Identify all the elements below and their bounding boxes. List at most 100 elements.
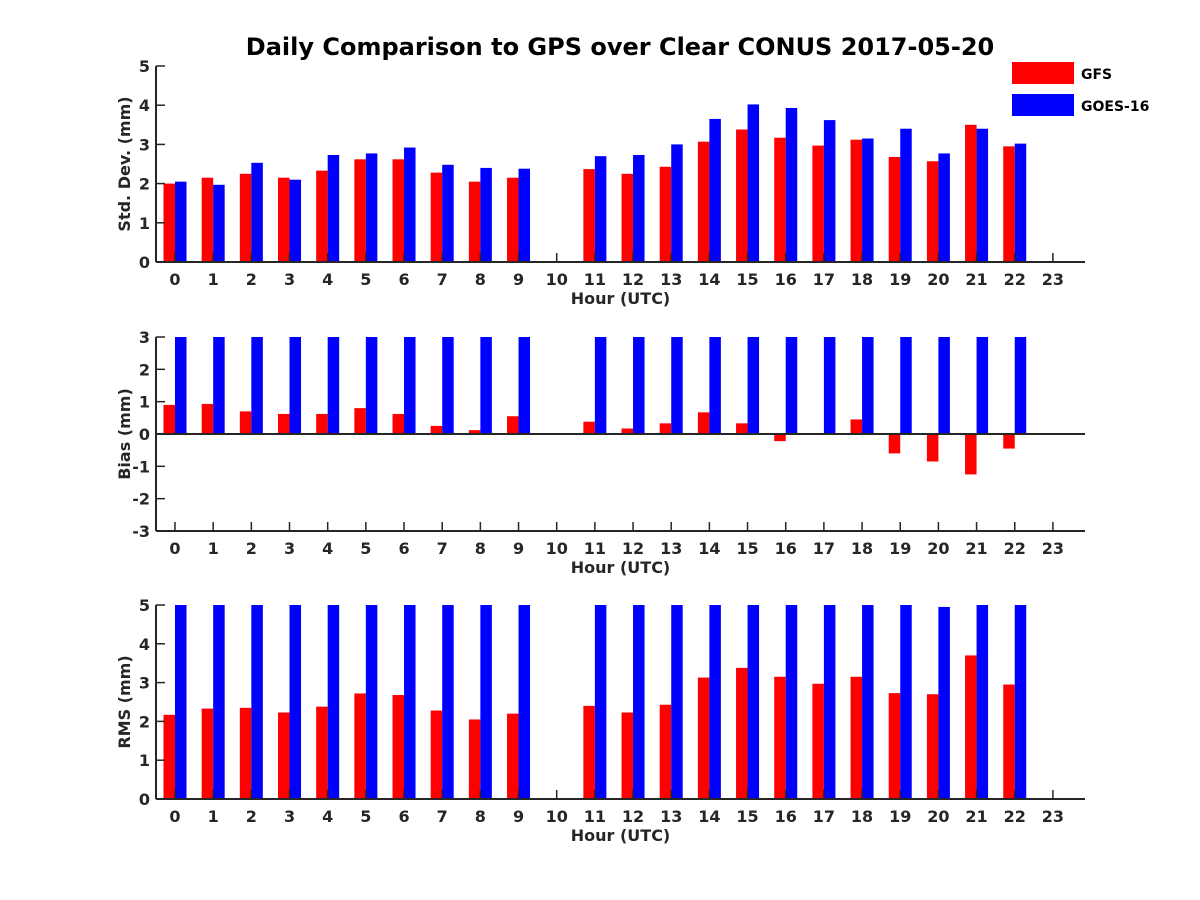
y-tick-label: 0 — [139, 253, 150, 272]
y-tick-label: -3 — [132, 522, 150, 541]
bar-gfs-hour-4 — [316, 706, 328, 799]
bar-gfs-hour-17 — [812, 145, 824, 262]
bar-gfs-hour-7 — [430, 172, 443, 262]
bar-gfs-hour-1 — [201, 708, 214, 799]
bar-gfs-hour-3 — [278, 413, 290, 434]
x-tick-label: 10 — [546, 270, 568, 289]
bar-gfs-hour-5 — [354, 693, 366, 799]
bar-gfs-hour-9 — [507, 416, 519, 434]
x-tick-label: 3 — [284, 539, 295, 558]
x-tick-label: 7 — [437, 807, 448, 826]
bar-goes-16-hour-9 — [518, 168, 531, 262]
bar-goes-16-hour-20 — [938, 606, 950, 799]
x-tick-label: 2 — [246, 270, 257, 289]
bar-goes-16-hour-22 — [1014, 143, 1027, 262]
y-tick-label: 1 — [139, 214, 150, 233]
bar-goes-16-hour-7 — [442, 164, 454, 262]
bar-goes-16-hour-21 — [976, 605, 989, 799]
x-tick-label: 8 — [475, 807, 486, 826]
bar-goes-16-hour-17 — [823, 337, 836, 434]
bar-gfs-hour-13 — [659, 704, 672, 799]
bar-gfs-hour-20 — [926, 434, 939, 462]
legend-label-goes16: GOES-16 — [1081, 99, 1149, 115]
bar-goes-16-hour-11 — [594, 337, 607, 434]
x-tick-label: 12 — [622, 807, 644, 826]
bar-gfs-hour-0 — [163, 404, 175, 434]
bar-gfs-hour-11 — [583, 421, 595, 434]
bar-goes-16-hour-13 — [671, 144, 683, 262]
bar-gfs-hour-20 — [926, 161, 939, 262]
bar-gfs-hour-20 — [926, 694, 939, 799]
bar-gfs-hour-18 — [850, 419, 863, 434]
bar-goes-16-hour-0 — [175, 181, 187, 262]
bar-goes-16-hour-6 — [404, 337, 416, 434]
y-tick-label: 2 — [139, 360, 150, 379]
y-axis-label: RMS (mm) — [115, 655, 134, 748]
x-tick-label: 4 — [322, 270, 333, 289]
bar-gfs-hour-12 — [621, 428, 634, 434]
y-tick-label: -2 — [132, 490, 150, 509]
bar-goes-16-hour-15 — [747, 337, 760, 434]
x-tick-label: 23 — [1042, 270, 1064, 289]
x-tick-label: 1 — [208, 270, 219, 289]
x-tick-label: 17 — [813, 270, 835, 289]
x-tick-label: 21 — [965, 270, 987, 289]
bar-gfs-hour-19 — [888, 156, 901, 262]
bar-goes-16-hour-3 — [289, 337, 302, 434]
bar-goes-16-hour-2 — [251, 337, 263, 434]
bar-goes-16-hour-8 — [480, 167, 492, 262]
bar-gfs-hour-12 — [621, 712, 634, 799]
y-tick-label: 1 — [139, 751, 150, 770]
bar-goes-16-hour-20 — [938, 153, 950, 262]
x-tick-label: 22 — [1004, 539, 1026, 558]
x-tick-label: 10 — [546, 539, 568, 558]
bar-gfs-hour-0 — [163, 183, 175, 262]
bar-gfs-hour-22 — [1003, 434, 1015, 449]
bar-goes-16-hour-19 — [900, 128, 912, 262]
bar-gfs-hour-21 — [965, 434, 977, 475]
x-tick-label: 8 — [475, 270, 486, 289]
bar-goes-16-hour-19 — [900, 605, 912, 799]
x-tick-label: 10 — [546, 807, 568, 826]
x-tick-label: 12 — [622, 270, 644, 289]
x-tick-label: 17 — [813, 807, 835, 826]
bar-gfs-hour-5 — [354, 408, 366, 434]
bar-goes-16-hour-15 — [747, 104, 760, 262]
bar-goes-16-hour-3 — [289, 605, 302, 799]
x-tick-label: 8 — [475, 539, 486, 558]
bar-goes-16-hour-8 — [480, 605, 492, 799]
bar-gfs-hour-2 — [239, 707, 252, 799]
bar-goes-16-hour-12 — [633, 337, 645, 434]
bar-goes-16-hour-0 — [175, 605, 187, 799]
x-tick-label: 2 — [246, 539, 257, 558]
bar-gfs-hour-14 — [697, 677, 710, 799]
bar-gfs-hour-22 — [1003, 684, 1015, 799]
bar-gfs-hour-2 — [239, 411, 252, 434]
bar-gfs-hour-6 — [392, 695, 405, 799]
bar-goes-16-hour-14 — [709, 605, 721, 799]
bar-goes-16-hour-12 — [633, 154, 645, 262]
x-tick-label: 1 — [208, 807, 219, 826]
x-tick-label: 0 — [169, 270, 180, 289]
bar-goes-16-hour-1 — [213, 605, 225, 799]
bar-goes-16-hour-11 — [594, 156, 607, 262]
bar-gfs-hour-15 — [736, 129, 748, 262]
x-tick-label: 11 — [584, 539, 606, 558]
bar-goes-16-hour-9 — [518, 337, 531, 434]
bar-goes-16-hour-7 — [442, 337, 454, 434]
x-tick-label: 6 — [398, 807, 409, 826]
bar-gfs-hour-1 — [201, 403, 214, 434]
bar-goes-16-hour-22 — [1014, 337, 1027, 434]
bar-goes-16-hour-1 — [213, 337, 225, 434]
x-tick-label: 15 — [736, 539, 758, 558]
bar-gfs-hour-15 — [736, 667, 748, 799]
x-tick-label: 16 — [775, 807, 797, 826]
x-tick-label: 18 — [851, 270, 873, 289]
x-tick-label: 23 — [1042, 807, 1064, 826]
bar-goes-16-hour-3 — [289, 179, 302, 262]
bar-gfs-hour-21 — [965, 124, 977, 262]
bar-goes-16-hour-7 — [442, 605, 454, 799]
